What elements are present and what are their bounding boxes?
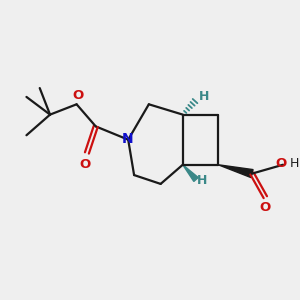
Text: H: H [290,157,299,170]
Text: H: H [197,175,208,188]
Text: O: O [80,158,91,171]
Text: O: O [275,157,286,170]
Text: N: N [122,132,134,146]
Polygon shape [218,165,253,178]
Polygon shape [183,165,198,182]
Text: O: O [72,89,84,102]
Text: O: O [260,201,271,214]
Text: H: H [199,89,209,103]
